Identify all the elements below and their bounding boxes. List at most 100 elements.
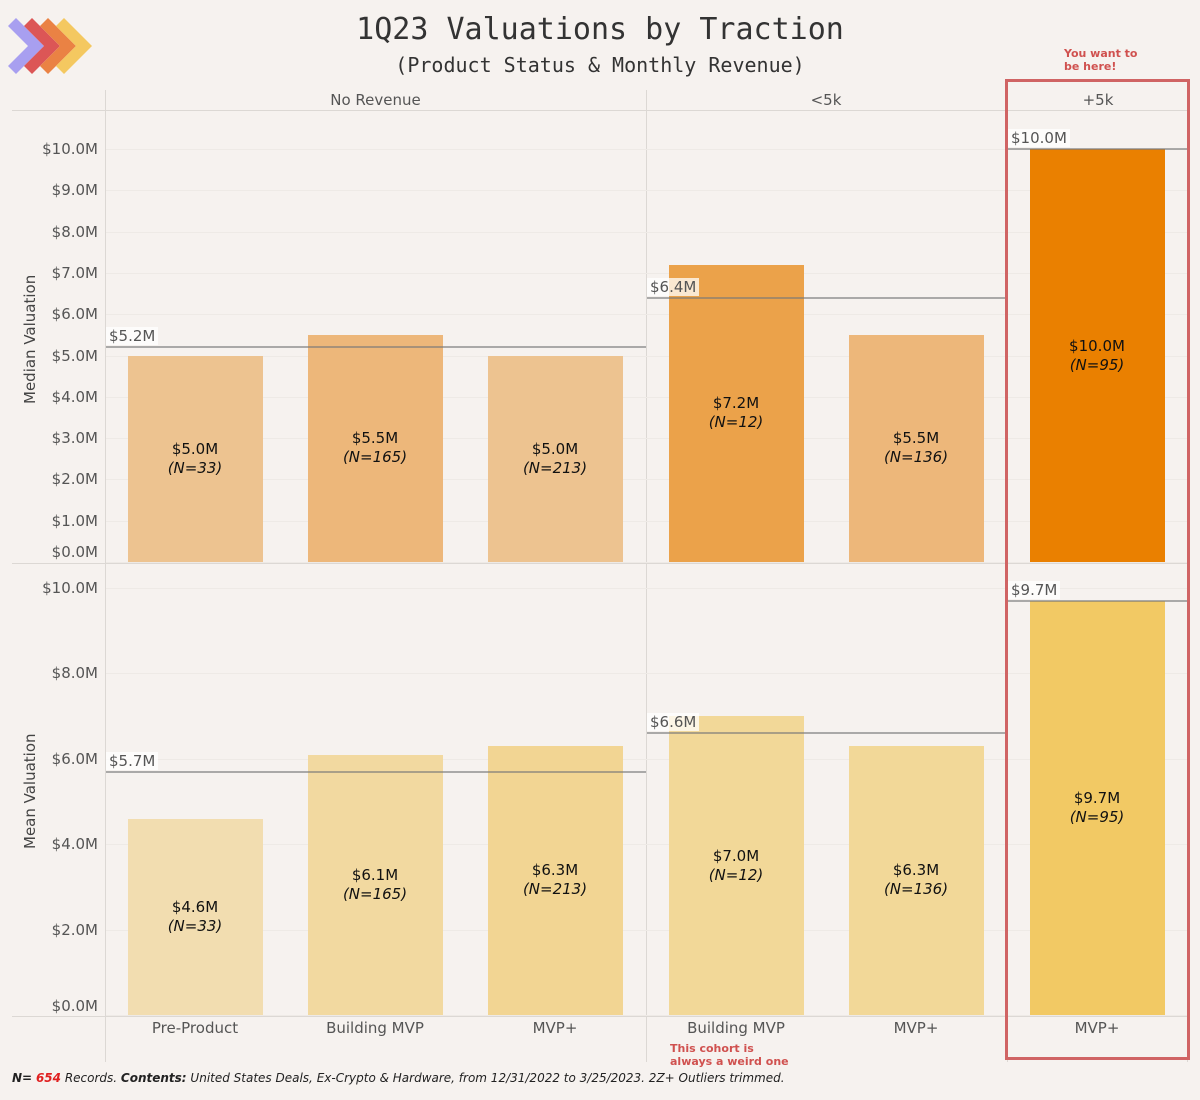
gridline xyxy=(106,356,1187,357)
xcat-label: Pre-Product xyxy=(151,1019,239,1037)
xaxis-divider xyxy=(12,1016,1188,1017)
cohort-annotation-line: always a weird one xyxy=(670,1055,789,1068)
ytick-label: $5.0M xyxy=(51,347,98,365)
facet-header-lt5k: <5k xyxy=(810,91,842,109)
bar-value: $6.3M xyxy=(892,861,940,880)
ytick-label: $10.0M xyxy=(42,140,98,158)
gridline xyxy=(106,588,1187,589)
bar-value-label: $6.1M (N=165) xyxy=(295,866,455,904)
footer-contents-text: United States Deals, Ex-Crypto & Hardwar… xyxy=(186,1071,785,1085)
bar xyxy=(127,818,263,1015)
highlight-annotation: You want to be here! xyxy=(1064,47,1138,73)
bar-value-label: $5.5M (N=136) xyxy=(836,429,996,467)
reference-line xyxy=(647,297,1007,299)
bar xyxy=(1029,149,1165,562)
bar-n-count: (N=136) xyxy=(883,880,949,899)
gridline xyxy=(106,397,1187,398)
bar-value: $7.0M xyxy=(712,846,760,865)
ytick-label: $0.0M xyxy=(51,997,98,1015)
highlight-box xyxy=(1005,79,1190,1060)
gridline xyxy=(106,438,1187,439)
bar-value: $10.0M xyxy=(1069,336,1125,355)
ytick-label: $6.0M xyxy=(51,305,98,323)
reference-line-label: $6.4M xyxy=(647,278,700,296)
bar-value-label: $5.0M (N=213) xyxy=(475,440,635,478)
bar-n-count: (N=165) xyxy=(342,448,408,467)
panel-divider xyxy=(12,563,1188,564)
xcat-label: MVP+ xyxy=(1074,1019,1120,1037)
reference-line xyxy=(106,346,646,348)
bar-value-label: $6.3M (N=136) xyxy=(836,861,996,899)
bar-n-count: (N=33) xyxy=(167,916,223,935)
gridline xyxy=(106,930,1187,931)
gridline xyxy=(106,232,1187,233)
bar xyxy=(307,754,443,1015)
ytick-label: $4.0M xyxy=(51,388,98,406)
bar-value-label: $7.2M (N=12) xyxy=(656,394,816,432)
bar-n-count: (N=136) xyxy=(883,448,949,467)
gridline xyxy=(106,149,1187,150)
ytick-label: $2.0M xyxy=(51,921,98,939)
bar-value: $5.0M xyxy=(171,439,219,458)
ytick-label: $6.0M xyxy=(51,750,98,768)
bar-n-count: (N=213) xyxy=(522,458,588,477)
ytick-label: $10.0M xyxy=(42,579,98,597)
logo-icon xyxy=(8,18,92,74)
bar xyxy=(1029,600,1165,1015)
bar xyxy=(668,264,804,562)
ytick-label: $8.0M xyxy=(51,223,98,241)
bar xyxy=(487,745,623,1015)
bar-value-label: $10.0M (N=95) xyxy=(1017,337,1177,375)
footer-note: N= 654 Records. Contents: United States … xyxy=(12,1071,785,1085)
gridline xyxy=(106,759,1187,760)
bar xyxy=(848,745,984,1015)
gridline xyxy=(106,479,1187,480)
footer-contents-label: Contents: xyxy=(120,1071,187,1085)
logo-chevron xyxy=(40,18,76,74)
ytick-label: $9.0M xyxy=(51,181,98,199)
cohort-annotation: This cohort is always a weird one xyxy=(670,1042,789,1068)
bar xyxy=(848,334,984,562)
cohort-annotation-line: This cohort is xyxy=(670,1042,754,1055)
ytick-label: $1.0M xyxy=(51,512,98,530)
reference-line xyxy=(106,771,646,773)
chart-subtitle: (Product Status & Monthly Revenue) xyxy=(395,53,805,77)
ytick-label: $2.0M xyxy=(51,470,98,488)
xcat-label: Building MVP xyxy=(687,1019,785,1037)
reference-line-label: $5.2M xyxy=(106,327,159,345)
ytick-label: $4.0M xyxy=(51,835,98,853)
ytick-label: $3.0M xyxy=(51,429,98,447)
facet-divider-1 xyxy=(646,90,647,1062)
xcat-label: Building MVP xyxy=(326,1019,424,1037)
logo-chevron xyxy=(24,18,60,74)
footer-n-value: 654 xyxy=(35,1071,61,1085)
header-divider xyxy=(12,110,1188,111)
reference-line-label: $9.7M xyxy=(1008,581,1061,599)
ytick-label: $0.0M xyxy=(51,543,98,561)
ytick-label: $8.0M xyxy=(51,664,98,682)
reference-line xyxy=(1008,148,1187,150)
bar-n-count: (N=165) xyxy=(342,884,408,903)
yaxis-divider xyxy=(105,90,106,1062)
reference-line-label: $5.7M xyxy=(106,752,159,770)
bar-value-label: $4.6M (N=33) xyxy=(115,898,275,936)
xcat-label: MVP+ xyxy=(532,1019,578,1037)
bar-value: $9.7M xyxy=(1073,788,1121,807)
bar-n-count: (N=95) xyxy=(1069,807,1125,826)
reference-line xyxy=(1008,600,1187,602)
ytick-label: $7.0M xyxy=(51,264,98,282)
gridline xyxy=(106,314,1187,315)
ylabel-median: Median Valuation xyxy=(21,274,39,404)
bar-n-count: (N=12) xyxy=(708,413,764,432)
bar-value: $6.3M xyxy=(531,861,579,880)
bar-n-count: (N=213) xyxy=(522,880,588,899)
bar-value: $5.5M xyxy=(351,429,399,448)
footer-n-label: N= xyxy=(12,1071,33,1085)
bar-n-count: (N=12) xyxy=(708,865,764,884)
bar-value: $4.6M xyxy=(171,897,219,916)
logo-chevron xyxy=(8,18,44,74)
bar-n-count: (N=95) xyxy=(1069,355,1125,374)
gridline xyxy=(106,190,1187,191)
bar-value-label: $9.7M (N=95) xyxy=(1017,789,1177,827)
bar-n-count: (N=33) xyxy=(167,458,223,477)
